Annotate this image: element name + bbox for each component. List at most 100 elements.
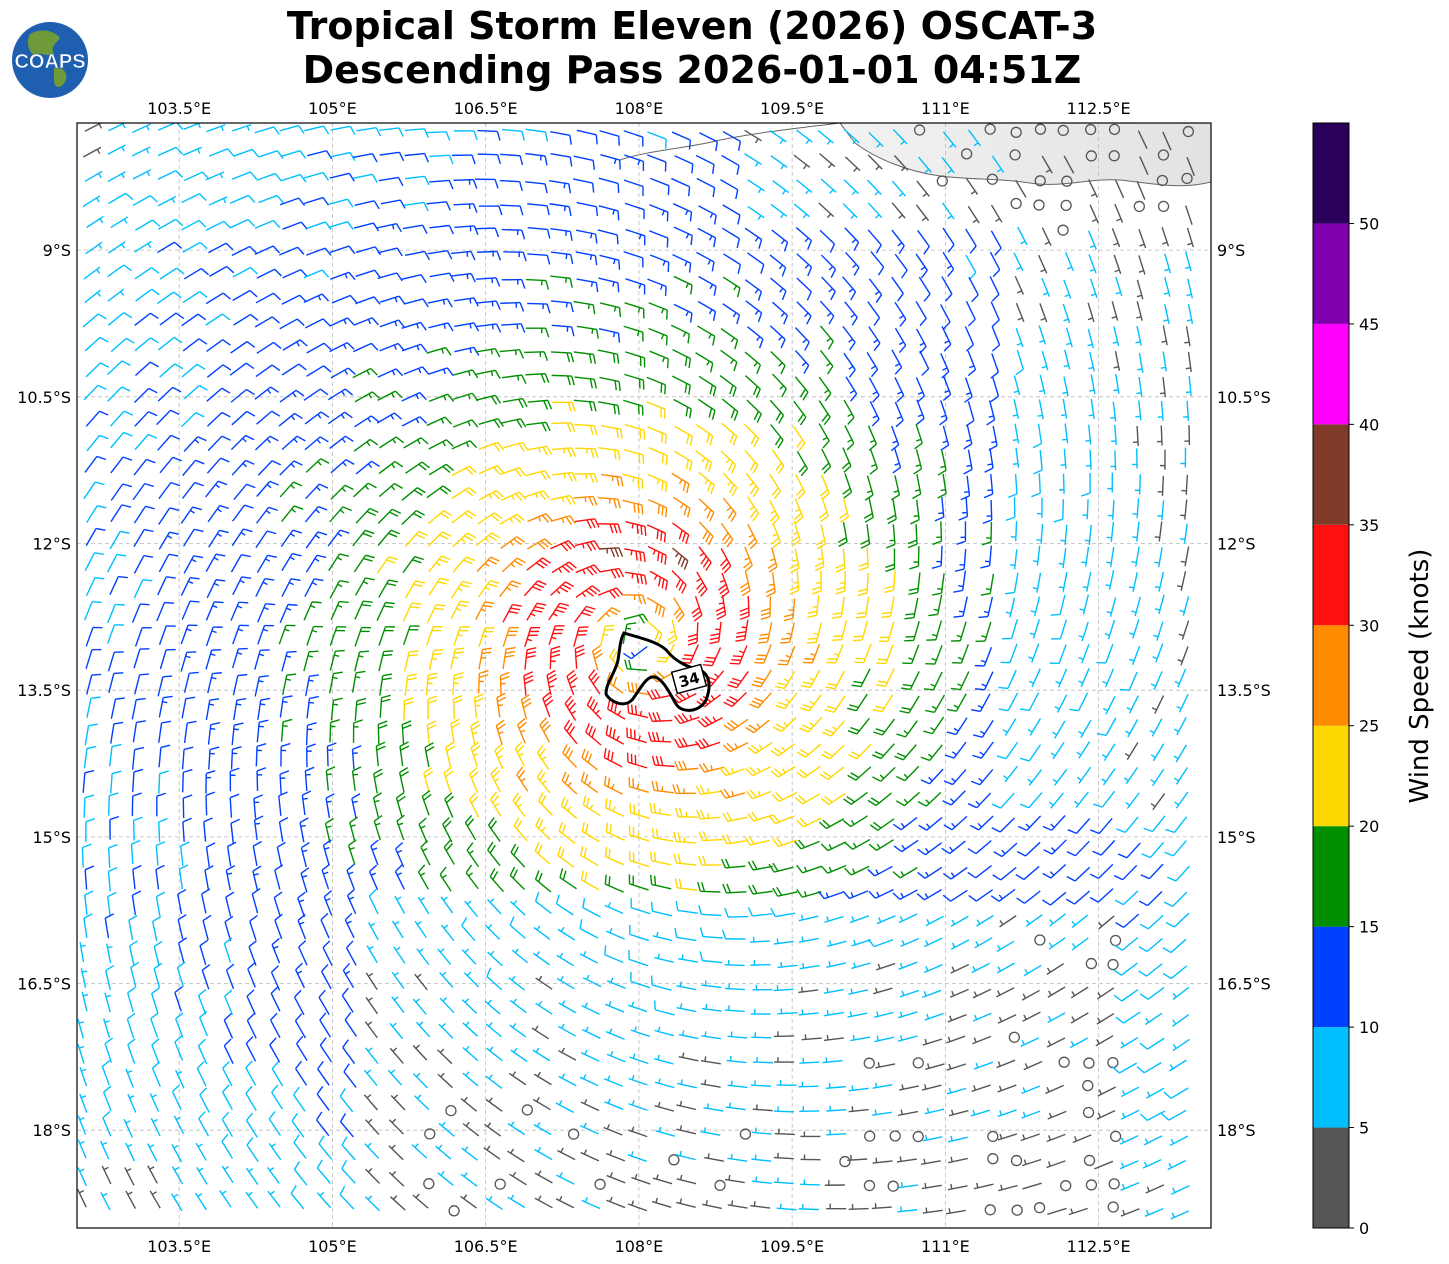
wind-barb xyxy=(709,621,722,645)
wind-barb xyxy=(891,229,905,255)
wind-barb xyxy=(573,605,596,623)
wind-barb xyxy=(279,460,303,476)
wind-barb xyxy=(576,278,599,293)
wind-barb xyxy=(256,554,277,573)
wind-barb xyxy=(698,498,715,522)
wind-barb xyxy=(910,499,920,525)
wind-barb xyxy=(1005,572,1019,595)
wind-barb xyxy=(956,521,967,545)
wind-barb xyxy=(330,125,356,135)
wind-barb xyxy=(405,461,430,474)
wind-barb xyxy=(429,154,454,165)
wind-barb xyxy=(1039,303,1048,323)
wind-barb xyxy=(82,146,102,158)
wind-barb xyxy=(890,475,901,501)
wind-barb xyxy=(1184,425,1191,446)
wind-barb xyxy=(886,499,897,525)
wind-barb xyxy=(133,505,155,524)
wind-barb xyxy=(770,277,787,301)
wind-barb xyxy=(376,601,395,621)
wind-barb xyxy=(772,301,789,325)
wind-barb xyxy=(1041,277,1051,297)
wind-barb xyxy=(428,463,454,476)
wind-barb xyxy=(745,472,759,498)
wind-barb xyxy=(818,496,829,523)
wind-barb xyxy=(1088,254,1097,274)
wind-barb xyxy=(739,571,751,597)
wind-barb xyxy=(1135,325,1142,346)
wind-barb xyxy=(968,276,979,303)
wind-barb xyxy=(1156,425,1163,446)
wind-barb xyxy=(1014,275,1025,295)
wind-barb xyxy=(107,360,131,376)
wind-barb xyxy=(279,603,298,624)
wind-barb xyxy=(744,279,763,301)
wind-barb xyxy=(744,351,762,375)
wind-barb xyxy=(843,179,860,196)
wind-barb xyxy=(231,171,258,180)
wind-barb xyxy=(157,434,180,451)
wind-barb xyxy=(352,529,375,547)
wind-barb xyxy=(403,366,430,375)
wind-barb xyxy=(303,269,330,279)
wind-barb xyxy=(158,531,179,550)
wind-barb xyxy=(1157,400,1164,421)
wind-barb xyxy=(231,245,258,257)
wind-barb xyxy=(648,230,669,248)
wind-barb xyxy=(673,226,693,246)
wind-barb xyxy=(134,240,152,253)
wind-barb xyxy=(1132,521,1140,542)
wind-barb xyxy=(379,151,405,162)
wind-barb xyxy=(624,202,645,220)
wind-barb xyxy=(1110,450,1117,471)
wind-barb xyxy=(597,229,619,245)
wind-barb xyxy=(255,364,281,378)
wind-barb xyxy=(1132,498,1140,519)
wind-barb xyxy=(673,275,693,295)
wind-barb xyxy=(230,601,249,621)
wind-barb xyxy=(647,545,667,565)
wind-barb xyxy=(132,195,158,207)
wind-barb xyxy=(500,491,527,502)
wind-barb xyxy=(1087,328,1095,349)
wind-barb xyxy=(817,129,834,145)
logo-text: COAPS xyxy=(14,51,85,73)
wind-barb xyxy=(402,224,428,234)
wind-barb xyxy=(842,203,858,219)
wind-barb xyxy=(401,274,427,284)
wind-barb xyxy=(377,390,403,401)
wind-barb xyxy=(303,293,330,304)
wind-barb xyxy=(499,179,523,191)
wind-barb xyxy=(1110,424,1118,445)
wind-barb xyxy=(503,251,527,262)
wind-barb xyxy=(232,289,258,302)
wind-barb xyxy=(990,353,1000,379)
wind-barb xyxy=(1163,277,1171,297)
wind-barb xyxy=(281,173,307,183)
wind-barb xyxy=(208,196,228,206)
wind-barb xyxy=(306,342,332,354)
wind-barb xyxy=(85,362,110,378)
wind-barb xyxy=(156,409,180,426)
wind-barb xyxy=(789,548,800,574)
wind-barb xyxy=(1015,179,1027,198)
wind-barb xyxy=(894,401,904,428)
wind-barb xyxy=(796,451,809,477)
wind-barb xyxy=(181,363,206,378)
wind-barb xyxy=(281,435,306,451)
wind-barb xyxy=(551,561,577,574)
wind-barb xyxy=(747,205,765,220)
wind-barb xyxy=(475,369,501,379)
wind-barb xyxy=(1113,373,1120,394)
y-tick-label-right: 9°S xyxy=(1217,241,1245,260)
wind-barb xyxy=(231,410,256,426)
wind-barb xyxy=(624,548,646,563)
wind-barb xyxy=(426,201,451,211)
wind-barb xyxy=(904,597,919,620)
colorbar-tick-label: 45 xyxy=(1359,315,1379,334)
wind-barb xyxy=(1050,594,1066,616)
wind-barb xyxy=(672,547,689,570)
wind-barb xyxy=(110,483,133,501)
wind-barb xyxy=(844,227,860,251)
wind-barb xyxy=(550,515,576,526)
